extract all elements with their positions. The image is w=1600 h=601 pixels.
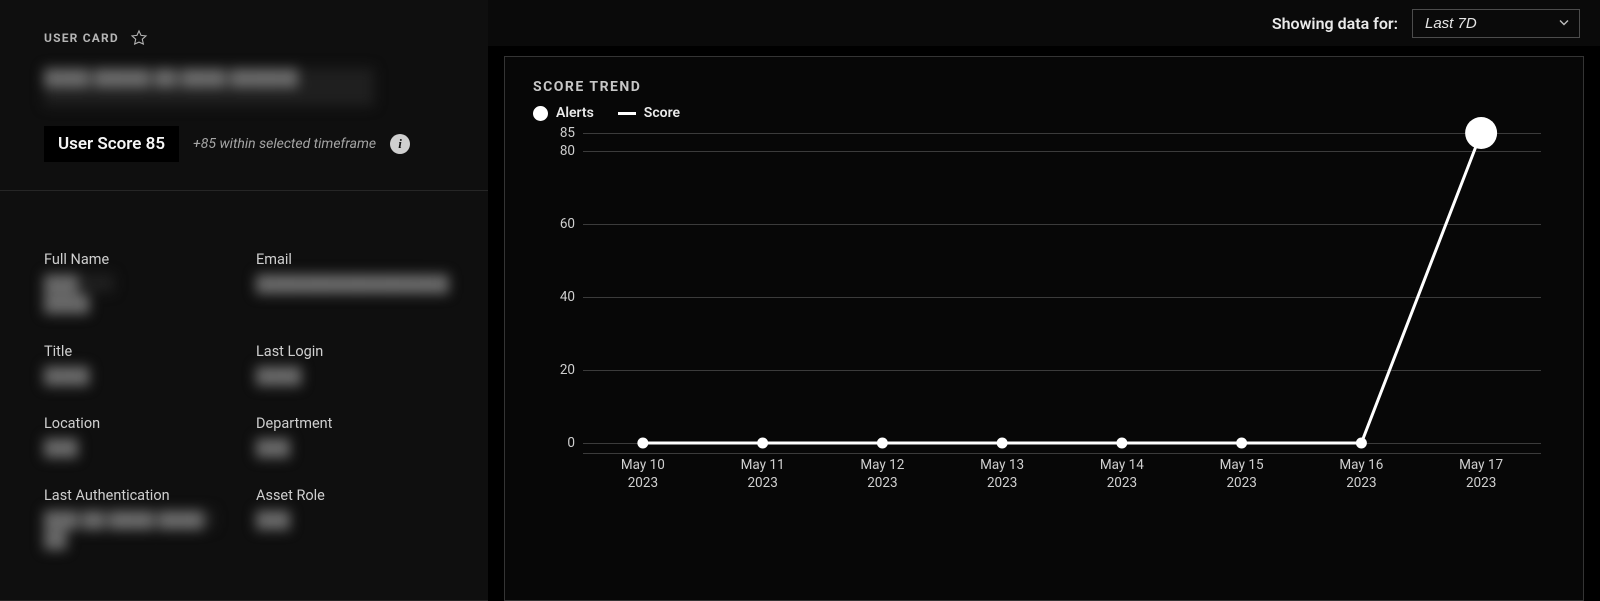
score-trend-panel: SCORE TREND Alerts Score 02040608085May … <box>504 56 1584 601</box>
field-value-redacted: ███ ████ <box>44 274 114 292</box>
field-label: Asset Role <box>256 487 444 504</box>
panel-title: SCORE TREND <box>533 79 1555 95</box>
field-value-redacted: ████ <box>256 366 294 384</box>
legend-label: Alerts <box>556 105 594 121</box>
field-title: Title ████ <box>44 343 232 385</box>
field-value-redacted: ████ <box>44 366 82 384</box>
topbar: Showing data for: Last 7D <box>488 0 1600 46</box>
date-range-select[interactable]: Last 7D <box>1412 9 1580 38</box>
legend-dot-icon <box>533 106 548 121</box>
date-range-select-wrap: Last 7D <box>1412 9 1580 38</box>
field-email: Email █████████████████ <box>256 251 444 313</box>
field-label: Last Authentication <box>44 487 232 504</box>
chart-legend: Alerts Score <box>533 105 1555 121</box>
user-score-chip: User Score 85 <box>44 126 179 162</box>
field-location: Location ███ <box>44 415 232 457</box>
chart-data-point[interactable] <box>1236 438 1247 449</box>
field-label: Email <box>256 251 444 268</box>
score-delta-text: +85 within selected timeframe <box>193 136 376 152</box>
user-card-label: USER CARD <box>44 31 119 45</box>
topbar-label: Showing data for: <box>1272 14 1398 33</box>
field-label: Full Name <box>44 251 232 268</box>
chart-data-point[interactable] <box>757 438 768 449</box>
legend-item-alerts: Alerts <box>533 105 594 121</box>
chart-data-point[interactable] <box>1465 117 1497 149</box>
x-axis-label: May 102023 <box>621 457 665 492</box>
x-axis-label: May 122023 <box>860 457 904 492</box>
user-card-sidebar: USER CARD ████ █████ ██ ████ ██████ User… <box>0 0 488 601</box>
field-label: Location <box>44 415 232 432</box>
score-trend-chart <box>533 127 1581 453</box>
main-content: Showing data for: Last 7D SCORE TREND Al… <box>488 0 1600 601</box>
field-value-redacted: ███ <box>256 438 286 456</box>
chart-data-point[interactable] <box>877 438 888 449</box>
field-value-redacted: █████████████████ <box>256 274 420 292</box>
star-icon[interactable] <box>129 28 149 48</box>
chart-data-point[interactable] <box>1116 438 1127 449</box>
legend-line-icon <box>618 112 636 115</box>
legend-label: Score <box>644 105 680 121</box>
legend-item-score: Score <box>618 105 680 121</box>
x-axis-label: May 162023 <box>1339 457 1383 492</box>
chart-data-point[interactable] <box>637 438 648 449</box>
x-axis-label: May 172023 <box>1459 457 1503 492</box>
chart-data-point[interactable] <box>1356 438 1367 449</box>
x-axis-label: May 152023 <box>1220 457 1264 492</box>
field-last-auth: Last Authentication ███ ██ ████ ████ ██ <box>44 487 232 549</box>
field-value-redacted: ███ <box>256 510 286 528</box>
field-last-login: Last Login ████ <box>256 343 444 385</box>
field-asset-role: Asset Role ███ <box>256 487 444 549</box>
field-label: Last Login <box>256 343 444 360</box>
chart-area: 02040608085May 102023May 112023May 12202… <box>533 127 1555 582</box>
user-title-redacted: ████ █████ ██ ████ ██████ <box>44 68 374 106</box>
field-value-redacted: ███ <box>44 438 74 456</box>
field-full-name: Full Name ███ ████ <box>44 251 232 313</box>
field-label: Title <box>44 343 232 360</box>
chart-data-point[interactable] <box>997 438 1008 449</box>
x-axis-label: May 142023 <box>1100 457 1144 492</box>
field-label: Department <box>256 415 444 432</box>
user-details-grid: Full Name ███ ████ Email ███████████████… <box>0 191 488 579</box>
x-axis-label: May 132023 <box>980 457 1024 492</box>
field-department: Department ███ <box>256 415 444 457</box>
x-axis-label: May 112023 <box>741 457 785 492</box>
field-value-redacted: ███ ██ ████ ████ ██ <box>44 510 214 528</box>
info-icon[interactable]: i <box>390 134 410 154</box>
